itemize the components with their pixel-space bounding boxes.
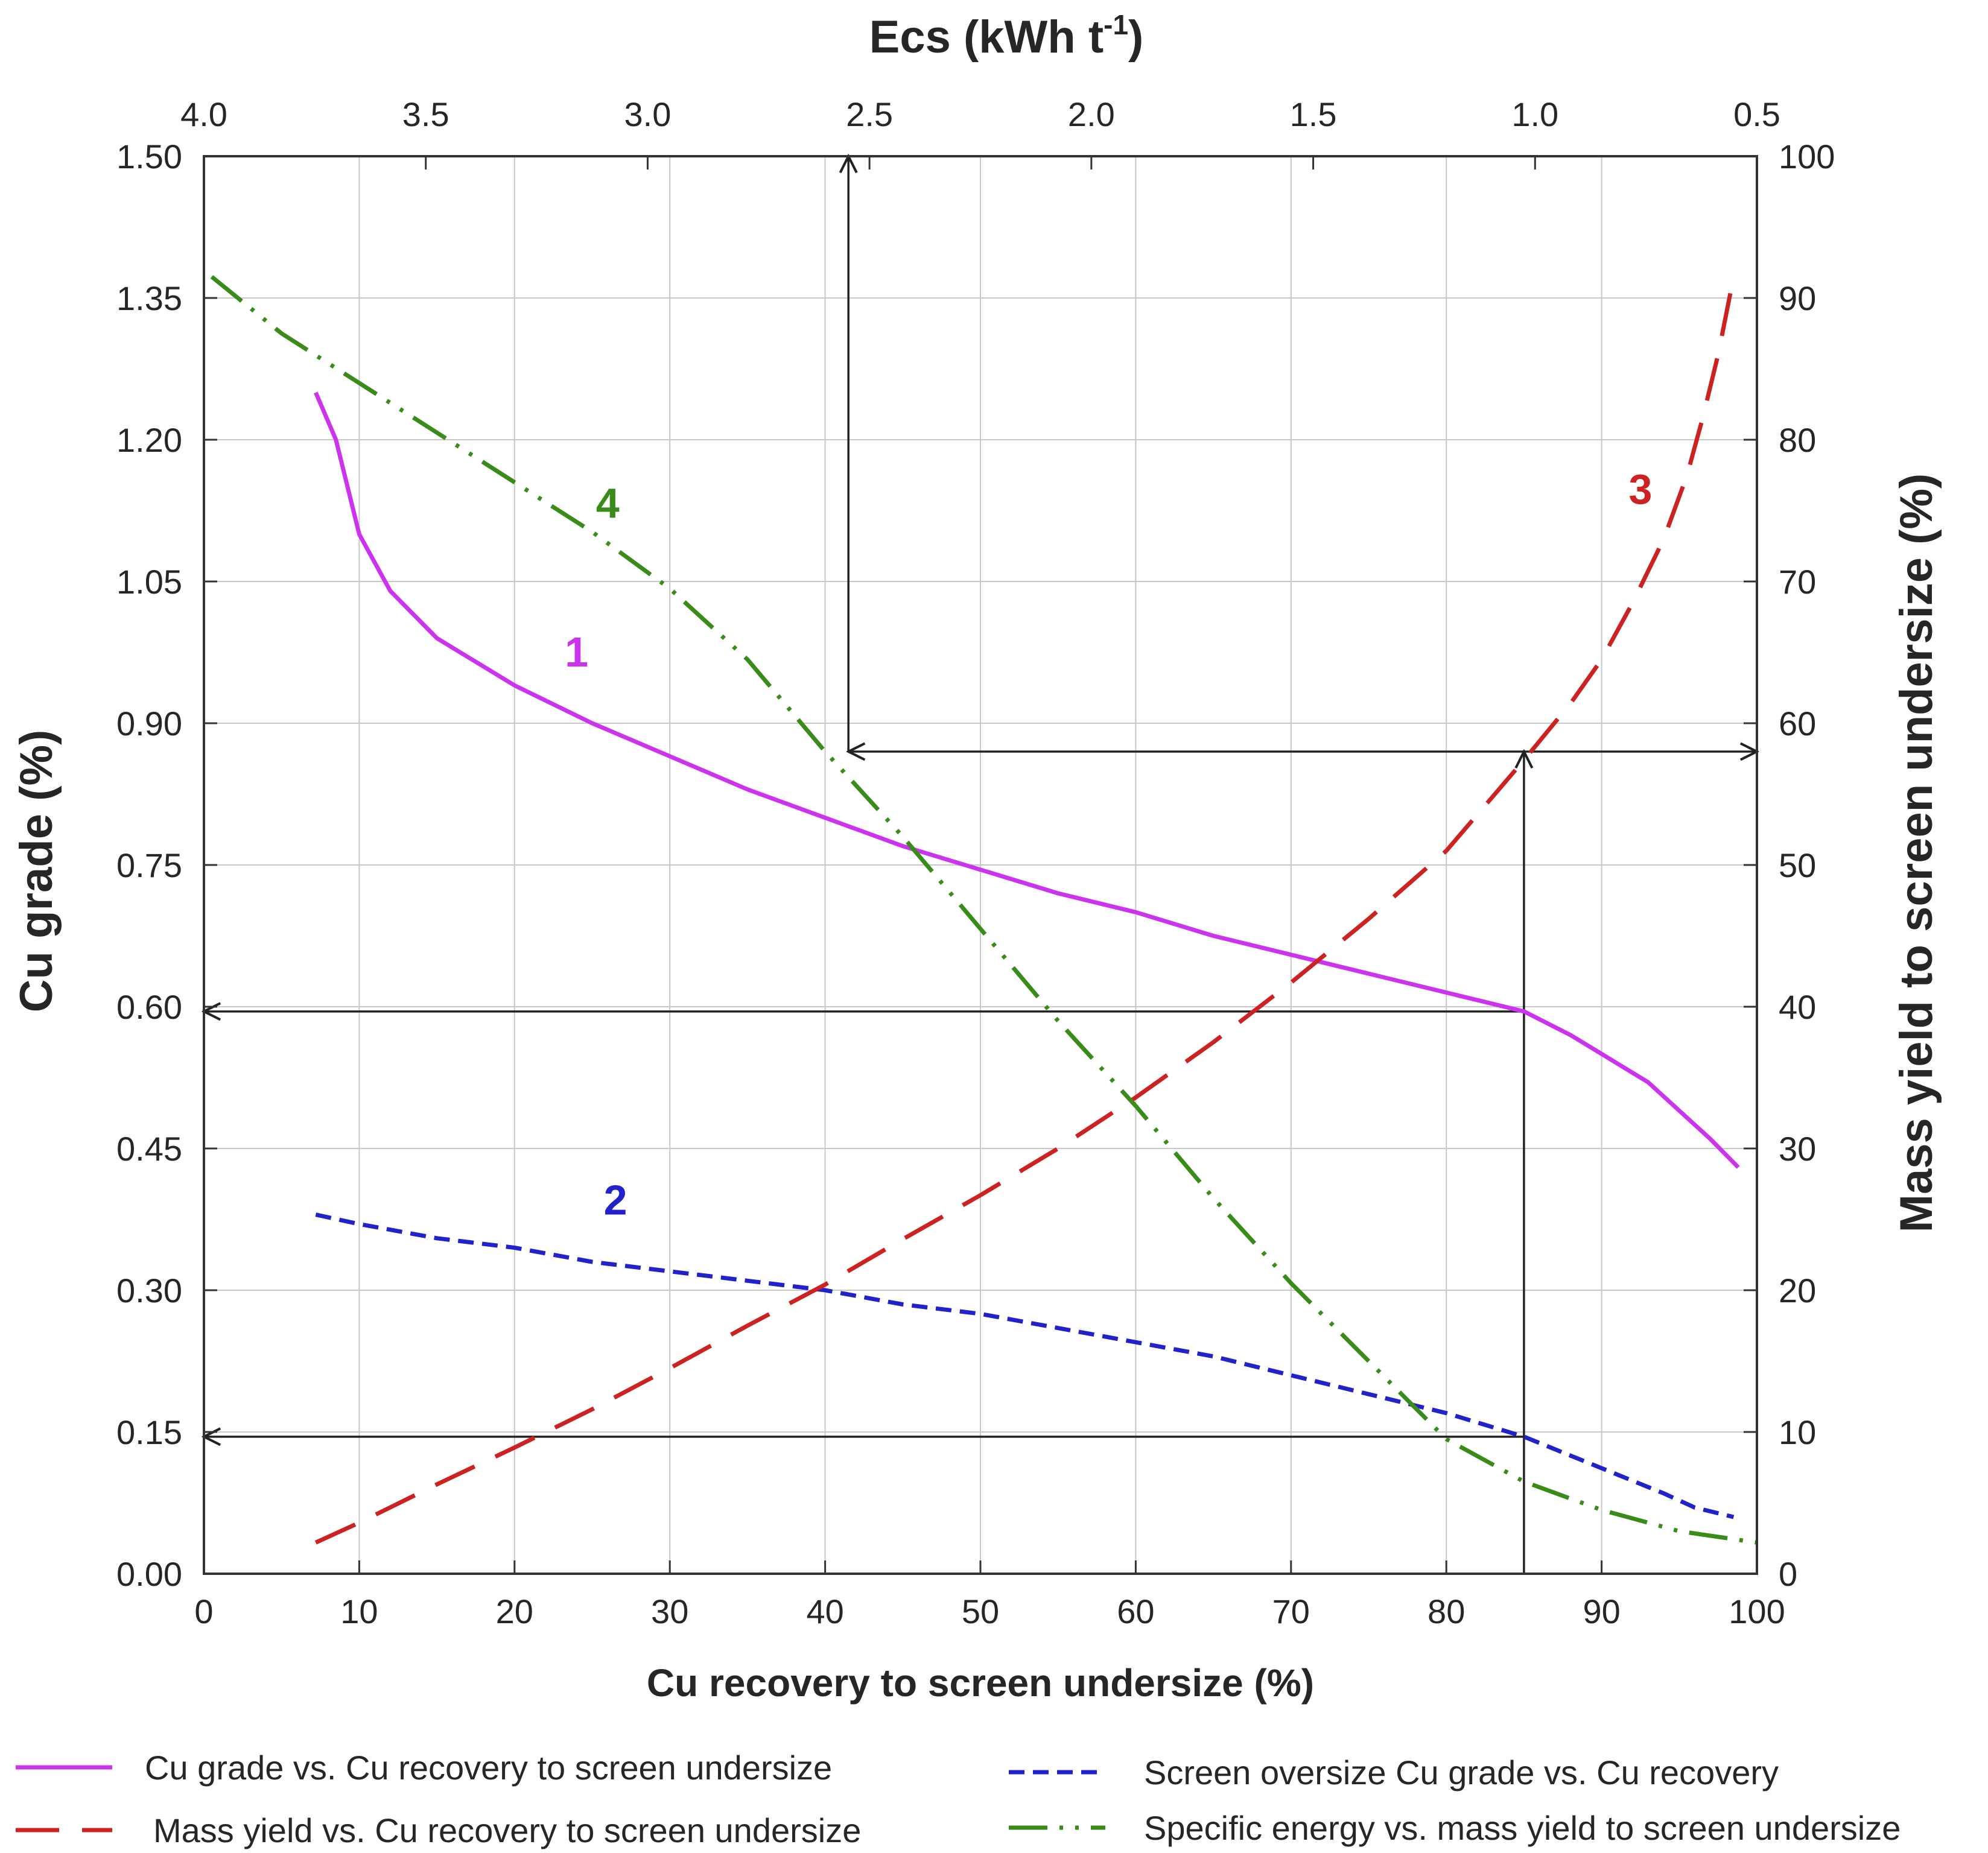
y-right-tick-label: 80 <box>1779 421 1816 459</box>
x2-tick-label: 3.5 <box>402 95 449 133</box>
series-labels: 1 2 3 4 <box>565 466 1652 1224</box>
x2-tick-label: 3.0 <box>624 95 671 133</box>
x2-tick-label: 4.0 <box>180 95 227 133</box>
x2-title-end: ) <box>1128 11 1143 63</box>
series-3-line <box>314 276 1736 1545</box>
legend: Cu grade vs. Cu recovery to screen under… <box>16 1749 1901 1849</box>
x2-tick-label: 1.5 <box>1290 95 1337 133</box>
y-right-tick-label: 60 <box>1779 705 1816 743</box>
legend-label-4: Specific energy vs. mass yield to screen… <box>1144 1809 1901 1847</box>
y-left-tick-label: 0.00 <box>116 1555 182 1593</box>
y-left-tick-label: 1.20 <box>116 421 182 459</box>
y-right-tick-label: 50 <box>1779 846 1816 884</box>
y-right-axis-title: Mass yield to screen undersize (%) <box>1891 474 1942 1233</box>
series-3-label: 3 <box>1628 466 1652 513</box>
y-left-tick-label: 0.90 <box>116 705 182 743</box>
x-tick-label: 100 <box>1729 1592 1785 1630</box>
legend-label-1: Cu grade vs. Cu recovery to screen under… <box>145 1749 832 1787</box>
series-4-line <box>210 275 1758 1545</box>
y-right-tick-label: 30 <box>1779 1130 1816 1168</box>
y-left-tick-label: 0.15 <box>116 1413 182 1451</box>
x-tick-label: 30 <box>651 1592 688 1630</box>
x-tick-label: 10 <box>340 1592 378 1630</box>
x-tick-label: 50 <box>962 1592 999 1630</box>
x-axis-title: Cu recovery to screen undersize (%) <box>647 1661 1314 1705</box>
y-right-tick-label: 40 <box>1779 988 1816 1026</box>
tick-labels: 0 10 20 30 40 50 60 70 80 90 1000.000.150.300.450.… <box>116 95 1835 1630</box>
legend-label-2: Screen oversize Cu grade vs. Cu recovery <box>1144 1753 1779 1791</box>
y-left-tick-label: 1.05 <box>116 563 182 601</box>
x-tick-label: 80 <box>1427 1592 1465 1630</box>
x-tick-label: 20 <box>496 1592 533 1630</box>
y-right-tick-label: 90 <box>1779 279 1816 317</box>
legend-label-3: Mass yield vs. Cu recovery to screen und… <box>153 1811 861 1849</box>
series-2-line <box>315 1212 1735 1519</box>
y-right-tick-label: 10 <box>1779 1413 1816 1451</box>
y-left-axis-title: Cu grade (%) <box>11 730 62 1013</box>
y-right-tick-label: 0 <box>1779 1555 1797 1593</box>
x2-tick-label: 1.0 <box>1511 95 1558 133</box>
series-2-label: 2 <box>604 1177 627 1224</box>
x2-title-sup: -1 <box>1104 9 1128 40</box>
y-left-tick-label: 1.35 <box>116 279 182 317</box>
y-left-tick-label: 0.45 <box>116 1130 182 1168</box>
x2-tick-label: 0.5 <box>1733 95 1780 133</box>
series-1-line <box>314 391 1740 1169</box>
series-1-label: 1 <box>565 629 588 676</box>
series-layer <box>210 275 1758 1545</box>
x2-axis-title: Ecs (kWh t-1) <box>869 9 1144 63</box>
y-right-tick-label: 70 <box>1779 563 1816 601</box>
y-right-tick-label: 100 <box>1779 138 1835 176</box>
x-tick-label: 40 <box>806 1592 843 1630</box>
x2-tick-label: 2.5 <box>846 95 893 133</box>
x-tick-label: 60 <box>1117 1592 1154 1630</box>
x-tick-label: 70 <box>1272 1592 1310 1630</box>
y-left-tick-label: 0.30 <box>116 1272 182 1310</box>
x2-tick-label: 2.0 <box>1068 95 1115 133</box>
y-left-tick-label: 0.75 <box>116 846 182 884</box>
y-left-tick-label: 1.50 <box>116 138 182 176</box>
y-left-tick-label: 0.60 <box>116 988 182 1026</box>
x2-title-main: Ecs (kWh t <box>869 11 1104 63</box>
x-tick-label: 0 <box>194 1592 213 1630</box>
series-4-label: 4 <box>596 480 620 527</box>
annotation-arrows <box>204 156 1757 1574</box>
x-tick-label: 90 <box>1583 1592 1620 1630</box>
y-right-tick-label: 20 <box>1779 1272 1816 1310</box>
